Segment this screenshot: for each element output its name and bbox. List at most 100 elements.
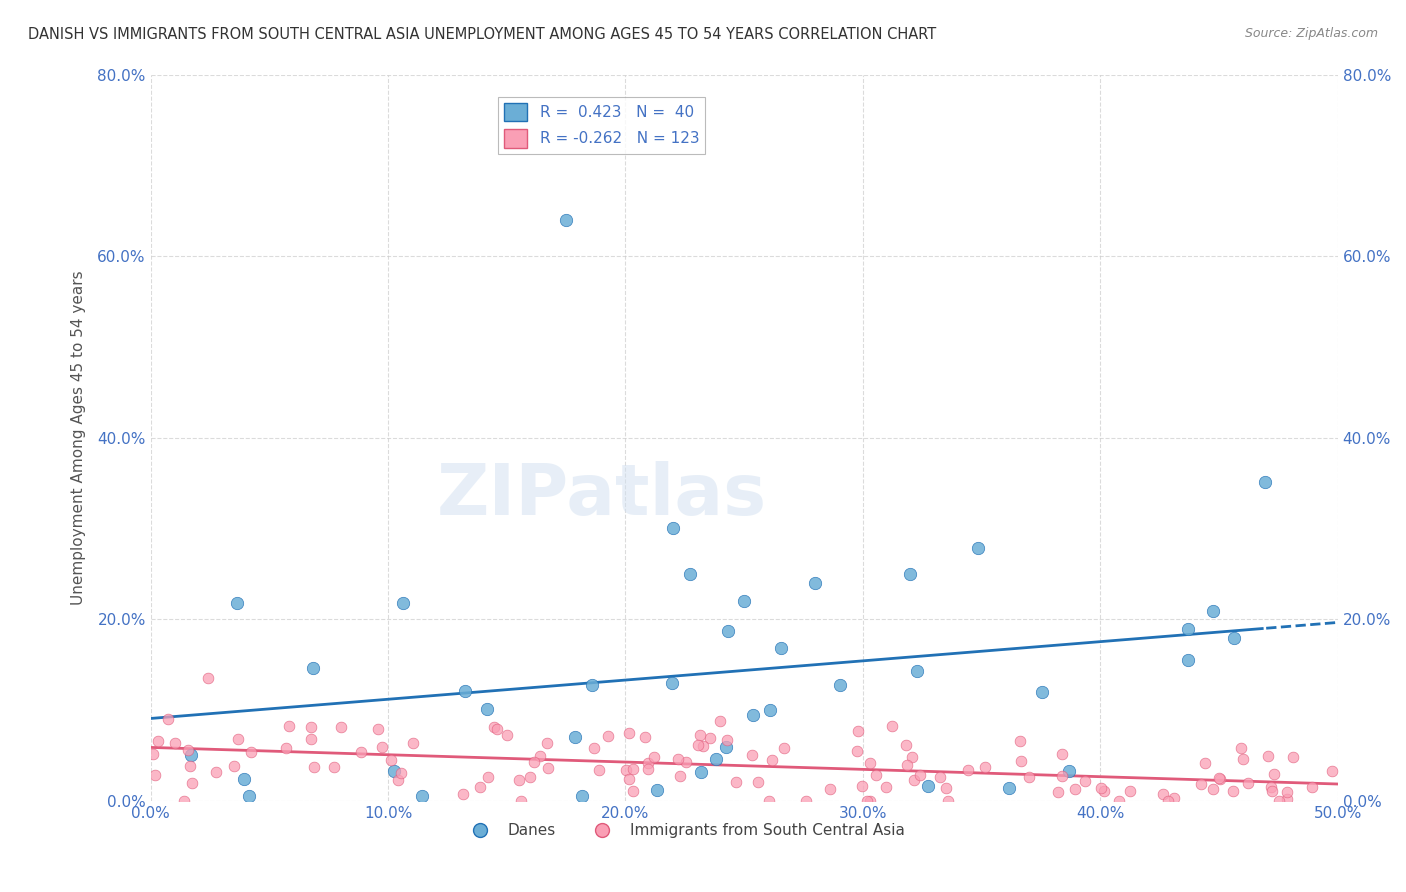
Point bbox=[330, 720, 353, 734]
Point bbox=[536, 736, 558, 750]
Point bbox=[1152, 787, 1174, 801]
Point bbox=[555, 212, 578, 227]
Point bbox=[1301, 780, 1323, 794]
Point bbox=[367, 722, 389, 736]
Point bbox=[1320, 764, 1343, 779]
Point bbox=[614, 763, 637, 777]
Point bbox=[634, 730, 657, 744]
Point bbox=[277, 718, 299, 732]
Point bbox=[165, 736, 187, 750]
Point bbox=[856, 794, 879, 808]
Point bbox=[717, 624, 740, 638]
Point bbox=[402, 736, 425, 750]
Point bbox=[733, 594, 755, 608]
Point bbox=[637, 756, 659, 771]
Point bbox=[529, 748, 551, 763]
Point bbox=[1031, 685, 1053, 699]
Point bbox=[1222, 783, 1244, 797]
Point bbox=[875, 780, 897, 794]
Point bbox=[350, 746, 373, 760]
Point bbox=[411, 789, 433, 804]
Point bbox=[758, 794, 780, 808]
Point bbox=[661, 676, 683, 690]
Legend: Danes, Immigrants from South Central Asia: Danes, Immigrants from South Central Asi… bbox=[460, 817, 911, 844]
Point bbox=[468, 780, 491, 795]
Point bbox=[846, 724, 869, 739]
Point bbox=[564, 730, 586, 744]
Point bbox=[662, 521, 685, 535]
Point bbox=[643, 750, 665, 764]
Point bbox=[1201, 604, 1223, 618]
Point bbox=[1282, 749, 1305, 764]
Point bbox=[510, 794, 533, 808]
Point bbox=[1254, 475, 1277, 490]
Point bbox=[301, 720, 323, 734]
Point bbox=[508, 773, 530, 788]
Point bbox=[299, 731, 322, 746]
Point bbox=[818, 781, 841, 796]
Point bbox=[583, 740, 606, 755]
Point bbox=[1209, 772, 1232, 786]
Point bbox=[917, 779, 939, 793]
Point bbox=[645, 783, 668, 797]
Point bbox=[485, 722, 508, 736]
Point bbox=[197, 671, 219, 685]
Point bbox=[741, 708, 763, 723]
Point bbox=[668, 768, 690, 782]
Point bbox=[973, 760, 995, 774]
Point bbox=[496, 728, 519, 742]
Point bbox=[724, 775, 747, 789]
Point bbox=[382, 764, 405, 778]
Point bbox=[1090, 780, 1112, 795]
Point bbox=[621, 762, 644, 776]
Point bbox=[859, 756, 882, 770]
Point bbox=[689, 728, 711, 742]
Point bbox=[205, 765, 228, 780]
Point bbox=[226, 732, 249, 747]
Point bbox=[143, 768, 166, 782]
Point bbox=[675, 755, 697, 769]
Point bbox=[666, 752, 689, 766]
Point bbox=[967, 541, 990, 555]
Point bbox=[380, 753, 402, 767]
Point bbox=[519, 770, 541, 784]
Point bbox=[1050, 769, 1073, 783]
Point bbox=[689, 765, 711, 780]
Point bbox=[1063, 781, 1085, 796]
Point bbox=[1230, 741, 1253, 756]
Point bbox=[1108, 794, 1130, 808]
Point bbox=[1010, 755, 1032, 769]
Point bbox=[828, 678, 851, 692]
Point bbox=[621, 784, 644, 798]
Point bbox=[477, 770, 499, 784]
Point bbox=[859, 794, 882, 808]
Point bbox=[851, 780, 873, 794]
Point bbox=[454, 683, 477, 698]
Point bbox=[1094, 784, 1116, 798]
Point bbox=[239, 746, 262, 760]
Point bbox=[716, 733, 738, 747]
Point bbox=[1163, 790, 1185, 805]
Point bbox=[222, 758, 245, 772]
Point bbox=[679, 567, 702, 582]
Point bbox=[804, 576, 827, 591]
Text: Source: ZipAtlas.com: Source: ZipAtlas.com bbox=[1244, 27, 1378, 40]
Point bbox=[880, 719, 903, 733]
Point bbox=[301, 661, 323, 675]
Point bbox=[617, 725, 640, 739]
Point bbox=[846, 744, 869, 758]
Point bbox=[1257, 748, 1279, 763]
Point bbox=[1208, 771, 1230, 785]
Point bbox=[1119, 784, 1142, 798]
Point bbox=[596, 730, 619, 744]
Point bbox=[371, 740, 394, 755]
Point bbox=[302, 760, 325, 774]
Point bbox=[1194, 756, 1216, 771]
Point bbox=[238, 789, 260, 804]
Point bbox=[179, 759, 201, 773]
Point bbox=[581, 678, 603, 692]
Text: ZIPatlas: ZIPatlas bbox=[437, 461, 766, 531]
Point bbox=[389, 765, 412, 780]
Point bbox=[523, 755, 546, 769]
Point bbox=[232, 772, 254, 786]
